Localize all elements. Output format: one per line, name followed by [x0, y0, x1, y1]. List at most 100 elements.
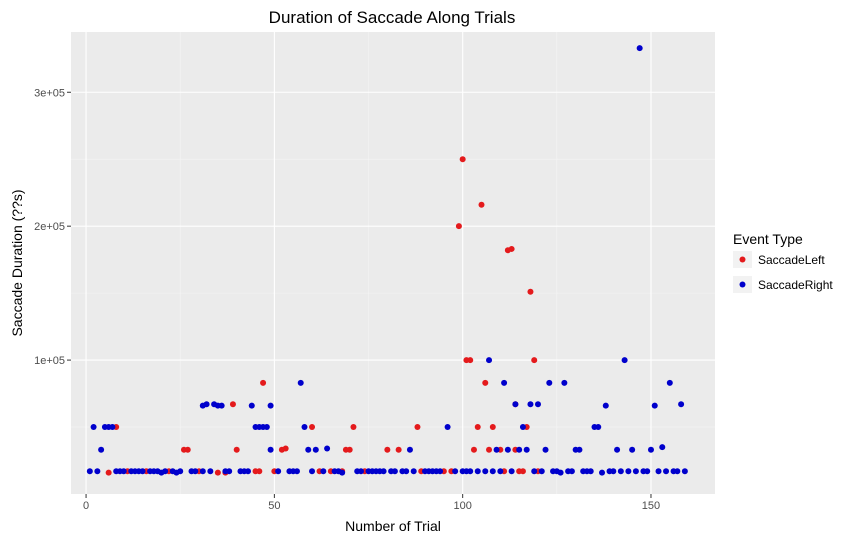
data-point-saccadeleft: [384, 446, 391, 453]
data-point-saccaderight: [339, 469, 346, 476]
data-point-saccaderight: [595, 424, 602, 431]
data-point-saccaderight: [508, 468, 515, 475]
x-tick-label: 0: [83, 500, 89, 512]
data-point-saccaderight: [203, 401, 210, 408]
data-point-saccaderight: [309, 468, 316, 475]
data-point-saccaderight: [218, 402, 225, 409]
data-point-saccadeleft: [519, 468, 526, 475]
data-point-saccaderight: [659, 444, 666, 451]
data-point-saccaderight: [504, 446, 511, 453]
data-point-saccaderight: [207, 468, 214, 475]
data-point-saccadeleft: [233, 446, 240, 453]
data-point-saccaderight: [486, 357, 493, 364]
data-point-saccaderight: [452, 468, 459, 475]
data-point-saccaderight: [568, 468, 575, 475]
data-point-saccadeleft: [214, 469, 221, 476]
x-axis-title: Number of Trial: [345, 518, 441, 534]
data-point-saccaderight: [527, 401, 534, 408]
data-point-saccaderight: [410, 468, 417, 475]
legend: Event Type SaccadeLeft SaccadeRight: [733, 231, 833, 293]
y-tick-label: 2e+05: [34, 221, 65, 233]
major-gridlines: [71, 32, 715, 494]
data-point-saccaderight: [293, 468, 300, 475]
data-point-saccadeleft: [467, 357, 474, 364]
data-point-saccaderight: [120, 468, 127, 475]
data-point-saccaderight: [109, 424, 116, 431]
data-point-saccaderight: [678, 401, 685, 408]
data-point-saccadeleft: [350, 424, 357, 431]
data-point-saccadeleft: [470, 446, 477, 453]
data-point-saccaderight: [357, 468, 364, 475]
y-axis: 1e+05 2e+05 3e+05: [34, 87, 71, 367]
data-point-saccaderight: [90, 424, 97, 431]
data-point-saccaderight: [531, 468, 538, 475]
data-point-saccaderight: [546, 379, 553, 386]
data-point-saccadeleft: [478, 201, 485, 208]
data-point-saccaderight: [523, 446, 530, 453]
x-tick-label: 150: [642, 500, 660, 512]
data-point-saccadeleft: [531, 357, 538, 364]
data-point-saccaderight: [324, 445, 331, 452]
data-point-saccaderight: [516, 446, 523, 453]
data-point-saccaderight: [305, 446, 312, 453]
data-point-saccadeleft: [474, 424, 481, 431]
data-point-saccaderight: [162, 468, 169, 475]
data-point-saccaderight: [587, 468, 594, 475]
data-point-saccaderight: [636, 45, 643, 52]
data-point-saccaderight: [94, 468, 101, 475]
data-point-saccaderight: [651, 402, 658, 409]
data-point-saccaderight: [312, 446, 319, 453]
data-point-saccaderight: [576, 446, 583, 453]
data-point-saccaderight: [610, 468, 617, 475]
data-point-saccaderight: [602, 402, 609, 409]
data-point-saccadeleft: [489, 424, 496, 431]
y-axis-title: Saccade Duration (??s): [9, 189, 25, 336]
data-point-saccaderight: [226, 468, 233, 475]
data-point-saccadeleft: [508, 245, 515, 252]
data-point-saccaderight: [474, 468, 481, 475]
data-point-saccaderight: [267, 402, 274, 409]
data-point-saccaderight: [192, 468, 199, 475]
legend-label-saccadeleft: SaccadeLeft: [758, 253, 825, 267]
data-point-saccaderight: [391, 468, 398, 475]
data-point-saccaderight: [629, 446, 636, 453]
data-point-saccaderight: [647, 446, 654, 453]
data-point-saccaderight: [489, 468, 496, 475]
data-point-saccaderight: [267, 446, 274, 453]
data-point-saccadeleft: [455, 223, 462, 230]
data-point-saccaderight: [403, 468, 410, 475]
data-point-saccadeleft: [527, 288, 534, 295]
data-point-saccaderight: [542, 446, 549, 453]
data-point-saccaderight: [444, 424, 451, 431]
data-point-saccaderight: [512, 401, 519, 408]
legend-marker-saccadeleft: [739, 256, 746, 263]
y-tick-label: 3e+05: [34, 87, 65, 99]
data-point-saccaderight: [655, 468, 662, 475]
data-point-saccaderight: [275, 468, 282, 475]
data-point-saccaderight: [482, 468, 489, 475]
data-point-saccaderight: [501, 379, 508, 386]
data-point-saccadeleft: [309, 424, 316, 431]
legend-label-saccaderight: SaccadeRight: [758, 278, 833, 292]
data-point-saccadeleft: [482, 379, 489, 386]
data-point-saccaderight: [663, 468, 670, 475]
y-tick-label: 1e+05: [34, 355, 65, 367]
data-point-saccadeleft: [260, 379, 267, 386]
plot-panel: [71, 32, 715, 494]
legend-marker-saccaderight: [739, 281, 746, 288]
data-point-saccaderight: [519, 424, 526, 431]
data-point-saccaderight: [98, 446, 105, 453]
data-point-saccaderight: [263, 424, 270, 431]
data-point-saccaderight: [380, 468, 387, 475]
data-point-saccadeleft: [414, 424, 421, 431]
data-point-saccaderight: [437, 468, 444, 475]
data-point-saccaderight: [621, 357, 628, 364]
data-point-saccaderight: [681, 468, 688, 475]
data-point-saccaderight: [625, 468, 632, 475]
data-point-saccadeleft: [184, 446, 191, 453]
data-point-saccaderight: [86, 468, 93, 475]
data-point-saccadeleft: [105, 469, 112, 476]
data-point-saccaderight: [406, 446, 413, 453]
data-point-saccaderight: [245, 468, 252, 475]
